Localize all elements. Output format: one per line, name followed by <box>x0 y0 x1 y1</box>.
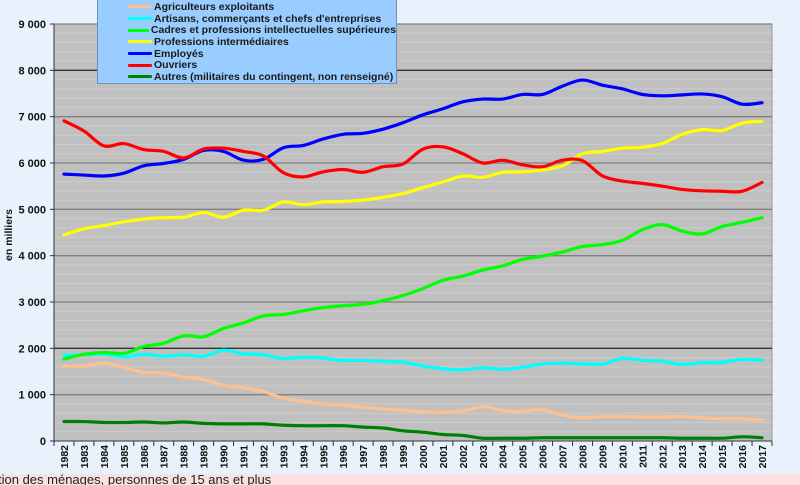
x-tick-label: 2005 <box>518 445 530 469</box>
x-tick-label: 1998 <box>378 445 390 469</box>
y-tick-label: 6 000 <box>18 158 46 170</box>
legend-swatch <box>128 28 149 32</box>
legend-label: Ouvriers <box>154 59 198 72</box>
y-tick-label: 7 000 <box>18 112 46 124</box>
legend-label: Cadres et professions intellectuelles su… <box>150 24 396 37</box>
legend-item: Professions intermédiaires <box>98 36 396 48</box>
series-line-4 <box>62 119 764 237</box>
y-tick-label: 3 000 <box>18 297 46 309</box>
x-tick-label: 1992 <box>258 445 270 469</box>
series-line-5 <box>62 78 764 178</box>
chart-legend: Agriculteurs exploitants Artisans, commer… <box>97 0 397 84</box>
legend-swatch <box>128 63 152 67</box>
legend-item: Autres (militaires du contingent, non re… <box>98 71 396 83</box>
series-lines <box>62 78 764 441</box>
x-tick-label: 2001 <box>438 445 450 469</box>
legend-label: Agriculteurs exploitants <box>154 0 275 13</box>
y-axis-label: en milliers <box>3 209 15 261</box>
legend-swatch <box>128 17 152 21</box>
x-tick-label: 1991 <box>238 445 250 469</box>
legend-swatch <box>128 75 152 79</box>
y-tick-label: 5 000 <box>18 204 46 216</box>
legend-item: Employés <box>98 48 396 60</box>
x-tick-label: 1989 <box>199 445 211 469</box>
y-tick-label: 9 000 <box>18 19 46 31</box>
y-tick-label: 1 000 <box>18 390 46 402</box>
x-tick-label: 2006 <box>538 445 550 469</box>
legend-item: Artisans, commerçants et chefs d'entrepr… <box>98 13 396 25</box>
x-tick-label: 1995 <box>318 445 330 469</box>
x-tick-label: 2016 <box>737 445 749 469</box>
x-tick-label: 2012 <box>657 445 669 469</box>
x-tick-label: 1988 <box>179 445 191 469</box>
x-tick-label: 2017 <box>757 445 769 469</box>
x-tick-label: 1987 <box>159 445 171 469</box>
x-tick-label: 2010 <box>617 445 629 469</box>
series-line-7 <box>62 419 764 441</box>
x-tick-label: 1994 <box>298 445 310 469</box>
x-tick-label: 2004 <box>498 445 510 469</box>
x-tick-label: 2013 <box>677 445 689 469</box>
x-tick-label: 2008 <box>578 445 590 469</box>
x-tick-label: 1985 <box>119 445 131 469</box>
legend-label: Employés <box>154 47 204 60</box>
series-line-6 <box>62 119 764 194</box>
series-line-2 <box>62 348 764 372</box>
x-tick-label: 2014 <box>697 445 709 469</box>
x-tick-label: 1982 <box>59 445 71 469</box>
y-tick-label: 0 <box>40 436 46 448</box>
legend-item: Agriculteurs exploitants <box>98 1 396 13</box>
legend-item: Cadres et professions intellectuelles su… <box>98 24 396 36</box>
legend-label: Artisans, commerçants et chefs d'entrepr… <box>154 12 382 25</box>
legend-label: Professions intermédiaires <box>154 35 289 48</box>
y-tick-label: 4 000 <box>18 251 46 263</box>
x-tick-label: 1996 <box>338 445 350 469</box>
x-tick-label: 2002 <box>458 445 470 469</box>
x-axis-ticks: 1982 1983 1984 1985 1986 1987 1988 1989 1990 1991… <box>53 441 773 469</box>
legend-swatch <box>128 5 152 9</box>
y-tick-label: 2 000 <box>18 343 46 355</box>
legend-item: Ouvriers <box>98 59 396 71</box>
x-tick-label: 1990 <box>219 445 231 469</box>
y-tick-label: 8 000 <box>18 65 46 77</box>
series-line-3 <box>62 216 764 361</box>
y-axis-ticks: 0 1 000 2 000 3 000 4 000 5 000 6 000 7 000 8 00… <box>18 19 54 448</box>
x-tick-label: 1984 <box>99 445 111 469</box>
footer-text: tion des ménages, personnes de 15 ans et… <box>0 474 272 485</box>
x-tick-label: 2015 <box>717 445 729 469</box>
x-tick-label: 2011 <box>637 445 649 468</box>
x-tick-label: 2009 <box>597 445 609 469</box>
x-tick-label: 2000 <box>418 445 430 469</box>
x-tick-label: 2007 <box>558 445 570 469</box>
legend-swatch <box>128 40 152 44</box>
series-line-1 <box>62 361 764 422</box>
x-tick-label: 1983 <box>79 445 91 469</box>
x-tick-label: 1999 <box>398 445 410 469</box>
legend-label: Autres (militaires du contingent, non re… <box>154 70 394 83</box>
plot-area <box>53 23 773 442</box>
footer-banner: tion des ménages, personnes de 15 ans et… <box>0 474 800 485</box>
legend-swatch <box>128 52 152 56</box>
x-tick-label: 1986 <box>139 445 151 469</box>
x-tick-label: 1997 <box>358 445 370 469</box>
x-tick-label: 2003 <box>478 445 490 469</box>
x-tick-label: 1993 <box>278 445 290 469</box>
